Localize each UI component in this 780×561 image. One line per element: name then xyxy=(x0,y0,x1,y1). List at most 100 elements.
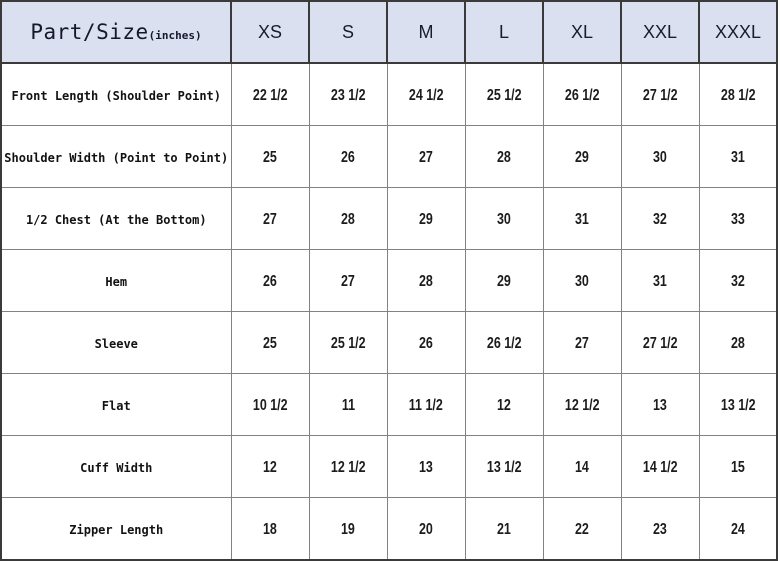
size-value-cell: 28 xyxy=(308,187,388,250)
size-value-cell: 10 1/2 xyxy=(230,373,310,436)
value: 27 1/2 xyxy=(642,86,678,104)
size-value-cell: 31 xyxy=(698,125,778,188)
size-value-cell: 13 xyxy=(386,435,466,498)
value: 15 xyxy=(730,458,745,476)
value: 12 1/2 xyxy=(330,458,366,476)
value: 33 xyxy=(730,210,745,228)
size-value-cell: 13 xyxy=(620,373,700,436)
size-value-cell: 12 1/2 xyxy=(542,373,622,436)
value: 28 1/2 xyxy=(720,86,756,104)
size-value-cell: 20 xyxy=(386,497,466,561)
size-value-cell: 30 xyxy=(620,125,700,188)
value: 14 1/2 xyxy=(642,458,678,476)
unit-label: (inches) xyxy=(148,29,202,42)
size-value-cell: 27 xyxy=(230,187,310,250)
value: 27 xyxy=(341,272,355,290)
row-label: Front Length (Shoulder Point) xyxy=(11,89,221,103)
table-row-sleeve: Sleeve 25 25 1/2 26 26 1/2 27 27 1/2 28 xyxy=(0,311,778,374)
value: 27 xyxy=(419,148,433,166)
size-value-cell: 13 1/2 xyxy=(698,373,778,436)
header-cell-s: S xyxy=(308,0,388,64)
table-row-cuff-width: Cuff Width 12 12 1/2 13 13 1/2 14 14 1/2… xyxy=(0,435,778,498)
table-row-shoulder-width: Shoulder Width (Point to Point) 25 26 27… xyxy=(0,125,778,188)
size-value-cell: 26 xyxy=(308,125,388,188)
size-label-xxxl: XXXL xyxy=(714,21,762,42)
value: 28 xyxy=(497,148,511,166)
size-label-s: S xyxy=(341,21,354,42)
size-value-cell: 27 xyxy=(308,249,388,312)
size-value-cell: 26 xyxy=(230,249,310,312)
size-value-cell: 18 xyxy=(230,497,310,561)
size-value-cell: 31 xyxy=(542,187,622,250)
size-value-cell: 15 xyxy=(698,435,778,498)
row-label-cell: Flat xyxy=(0,373,232,436)
row-label: Zipper Length xyxy=(69,523,164,537)
size-value-cell: 14 xyxy=(542,435,622,498)
size-value-cell: 14 1/2 xyxy=(620,435,700,498)
value: 10 1/2 xyxy=(252,396,288,414)
row-label: Shoulder Width (Point to Point) xyxy=(4,151,229,165)
value: 13 1/2 xyxy=(486,458,522,476)
value: 31 xyxy=(653,272,667,290)
value: 14 xyxy=(575,458,589,476)
value: 26 1/2 xyxy=(486,334,522,352)
value: 19 xyxy=(341,520,355,538)
size-value-cell: 27 xyxy=(542,311,622,374)
table-row-hem: Hem 26 27 28 29 30 31 32 xyxy=(0,249,778,312)
row-label: Hem xyxy=(105,275,128,289)
value: 28 xyxy=(341,210,355,228)
size-value-cell: 11 1/2 xyxy=(386,373,466,436)
value: 31 xyxy=(730,148,745,166)
value: 11 xyxy=(341,396,355,414)
value: 24 xyxy=(730,520,745,538)
table-row-front-length: Front Length (Shoulder Point) 22 1/2 23 … xyxy=(0,62,778,126)
row-label-cell: Cuff Width xyxy=(0,435,232,498)
size-value-cell: 19 xyxy=(308,497,388,561)
size-value-cell: 22 1/2 xyxy=(230,62,310,126)
header-cell-xxxl: XXXL xyxy=(698,0,778,64)
size-label-xxl: XXL xyxy=(642,21,678,42)
size-value-cell: 30 xyxy=(542,249,622,312)
header-cell-m: M xyxy=(386,0,466,64)
value: 27 1/2 xyxy=(642,334,678,352)
value: 28 xyxy=(419,272,433,290)
value: 27 xyxy=(575,334,589,352)
value: 31 xyxy=(575,210,589,228)
size-value-cell: 26 1/2 xyxy=(542,62,622,126)
value: 12 xyxy=(497,396,511,414)
size-value-cell: 30 xyxy=(464,187,544,250)
size-value-cell: 32 xyxy=(620,187,700,250)
header-row: Part/Size(inches) XS S M L XL XXL XXXL xyxy=(0,0,778,64)
value: 25 xyxy=(263,148,277,166)
header-cell-xxl: XXL xyxy=(620,0,700,64)
size-value-cell: 26 xyxy=(386,311,466,374)
value: 24 1/2 xyxy=(408,86,444,104)
value: 22 xyxy=(575,520,589,538)
row-label: Flat xyxy=(101,399,131,413)
size-value-cell: 32 xyxy=(698,249,778,312)
table-row-zipper-length: Zipper Length 18 19 20 21 22 23 24 xyxy=(0,497,778,561)
size-value-cell: 12 xyxy=(230,435,310,498)
value: 26 1/2 xyxy=(564,86,600,104)
value: 30 xyxy=(497,210,511,228)
value: 29 xyxy=(497,272,511,290)
size-value-cell: 23 1/2 xyxy=(308,62,388,126)
row-label-cell: Shoulder Width (Point to Point) xyxy=(0,125,232,188)
value: 29 xyxy=(575,148,589,166)
value: 27 xyxy=(263,210,277,228)
header-cell-xs: XS xyxy=(230,0,310,64)
size-value-cell: 29 xyxy=(386,187,466,250)
row-label-cell: Front Length (Shoulder Point) xyxy=(0,62,232,126)
value: 30 xyxy=(653,148,667,166)
value: 23 xyxy=(653,520,667,538)
row-label: Sleeve xyxy=(94,337,138,351)
value: 25 xyxy=(263,334,277,352)
value: 26 xyxy=(341,148,355,166)
value: 13 xyxy=(653,396,667,414)
size-value-cell: 12 1/2 xyxy=(308,435,388,498)
size-value-cell: 23 xyxy=(620,497,700,561)
size-value-cell: 27 1/2 xyxy=(620,311,700,374)
value: 12 1/2 xyxy=(564,396,600,414)
size-value-cell: 25 1/2 xyxy=(464,62,544,126)
row-label-cell: 1/2 Chest (At the Bottom) xyxy=(0,187,232,250)
